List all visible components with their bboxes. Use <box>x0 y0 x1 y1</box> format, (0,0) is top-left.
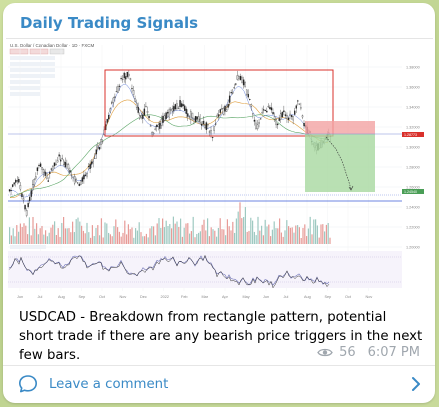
chevron-right-icon <box>412 377 420 391</box>
month-tick-label: Jul <box>38 295 43 299</box>
month-tick-label: Oct <box>345 295 352 299</box>
comment-bubble-icon <box>19 375 37 393</box>
price-tick-label: 1.34000 <box>406 106 420 110</box>
message-text: USDCAD - Breakdown from rectangle patter… <box>19 310 423 363</box>
channel-title[interactable]: Daily Trading Signals <box>20 14 199 32</box>
rectangle-pattern <box>104 69 334 137</box>
leave-comment-label: Leave a comment <box>49 377 169 392</box>
month-tick-label: Aug <box>304 295 311 299</box>
trade-setup-overlays <box>8 69 402 192</box>
month-tick-label: Mar <box>202 295 209 299</box>
message-meta: 56 6:07 PM <box>317 345 420 360</box>
month-tick-label: Jul <box>284 295 289 299</box>
month-tick-label: Sep <box>79 295 86 299</box>
month-tick-label: Nov <box>366 295 373 299</box>
message-time: 6:07 PM <box>367 345 420 360</box>
price-tick-label: 1.38000 <box>406 66 420 70</box>
chart-header: U.S. Dollar / Canadian Dollar · 1D · FXC… <box>10 43 95 48</box>
month-tick-label: Feb <box>181 295 188 299</box>
volume-bars <box>8 194 402 244</box>
views-count: 56 <box>339 345 356 360</box>
month-tick-label: May <box>243 295 250 299</box>
trading-chart: U.S. Dollar / Canadian Dollar · 1D · FXC… <box>6 39 433 302</box>
month-tick-label: Jun <box>263 295 269 299</box>
take-profit-zone <box>305 134 375 192</box>
price-axis: 1.38000 1.36000 1.34000 1.32000 1.30000 1.280… <box>402 66 424 250</box>
leave-comment-button[interactable]: Leave a comment <box>3 366 435 403</box>
price-tick-label: 1.24000 <box>406 206 420 210</box>
price-tick-label: 1.32000 <box>406 126 420 130</box>
price-tick-label: 1.22000 <box>406 226 420 230</box>
month-tick-label: Oct <box>99 295 106 299</box>
price-candles <box>8 69 332 218</box>
price-tick-label: 1.36000 <box>406 86 420 90</box>
month-tick-label: Dec <box>140 295 147 299</box>
current-price-tag: 1.28773 <box>404 133 417 137</box>
month-tick-label: Aug <box>58 295 65 299</box>
month-tick-label: Jun <box>17 295 23 299</box>
price-tick-label: 1.30000 <box>406 146 420 150</box>
price-tick-label: 1.20000 <box>406 246 420 250</box>
month-tick-label: Sep <box>325 295 332 299</box>
price-tick-label: 1.28000 <box>406 166 420 170</box>
price-tick-label: 1.26000 <box>406 186 420 190</box>
month-tick-label: 2022 <box>161 295 169 299</box>
target-price-tag: 1.24540 <box>404 190 417 194</box>
month-tick-label: Apr <box>222 295 229 299</box>
oscillator-panel <box>8 245 402 289</box>
views-eye-icon <box>317 348 333 357</box>
projection-line <box>325 136 352 190</box>
time-axis: Jun Jul Aug Sep Oct Nov Dec 2022 Feb Mar Apr May Jun… <box>17 295 372 299</box>
channel-post-card: Daily Trading Signals U.S. Dollar / Cana… <box>3 3 435 403</box>
month-tick-label: Nov <box>120 295 127 299</box>
indicator-legend <box>9 48 65 96</box>
chart-image[interactable]: U.S. Dollar / Canadian Dollar · 1D · FXC… <box>6 38 433 302</box>
comment-divider <box>3 365 435 366</box>
stop-loss-zone <box>305 121 375 134</box>
